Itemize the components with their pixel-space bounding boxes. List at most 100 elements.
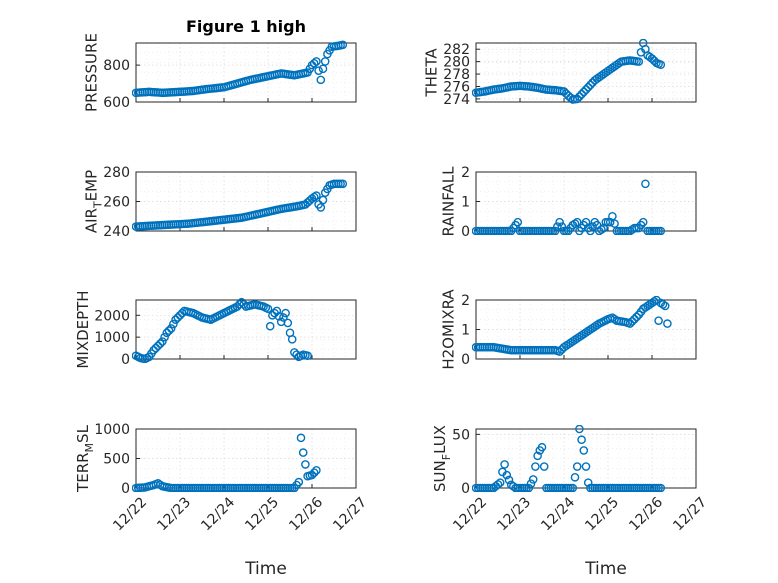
subplot-7: 0 500 1000 12/22 12/23 12/24 12/25 12/26 12/27 Ti… [74,422,370,579]
data-point-interp [160,332,169,342]
data-point [555,347,564,356]
data-point [287,335,297,344]
data-point [513,217,523,227]
y-tick-label: 500 [103,452,130,468]
data-point-interp [309,468,319,477]
data-point [625,319,635,328]
data-point-interp [309,192,319,202]
y-axis-label: RAINFALL [440,166,458,237]
data-point [495,478,505,487]
data-point-interp [155,339,165,349]
y-axis-label: THETA [423,48,441,98]
data-point [338,40,348,50]
axes-border [475,428,697,489]
axes-border [475,42,697,103]
y-tick-label: 280 [443,55,470,71]
data-point-interp [173,313,183,322]
data-point [660,301,670,311]
y-axis-label: H2OMIXRA [440,289,458,370]
y-tick-label: 800 [103,58,130,74]
data-point [162,328,172,338]
y-tick-label: 1000 [94,422,130,438]
data-point [647,54,657,63]
data-point [237,297,246,307]
data-point [537,442,547,452]
x-tick-label: 12/26 [626,494,666,534]
y-tick-label: 50 [452,427,470,443]
data-point-interp [526,479,536,489]
y-tick-label: 282 [443,42,470,58]
axes-border [135,42,357,103]
y-tick-label: 1000 [94,330,130,346]
y-axis-label: SUNFLUX [431,425,453,492]
data-point [583,478,593,487]
data-point [577,435,586,445]
y-tick-label: 0 [121,352,130,368]
x-tick-label: 12/26 [286,494,326,534]
data-point-interp [274,312,284,321]
data-point [175,310,185,320]
data-point [312,57,321,66]
data-point [263,304,273,314]
data-point [281,308,290,318]
data-point-interp [658,300,668,309]
y-tick-label: 2000 [94,308,130,324]
data-series [472,179,666,235]
data-point-interp [586,80,595,90]
y-tick-label: 2 [461,293,470,309]
data-point-interp [570,472,580,482]
x-tick-label: 12/24 [538,494,578,534]
data-series [132,40,348,98]
x-tick-label: 12/23 [494,494,534,534]
y-axis-label: MIXDEPTH [74,290,92,368]
x-tick-label: 12/25 [242,494,282,534]
y-axis-label: TERRMSL [74,424,96,493]
y-tick-label: 260 [103,195,130,211]
x-tick-label: 12/27 [330,494,370,534]
data-point-interp [504,475,514,485]
data-point [656,226,666,235]
subplot-8: 0 50 12/22 12/23 12/24 12/25 12/26 12/27 Time SUN… [431,425,710,579]
data-point [555,217,564,227]
y-tick-label: 278 [443,67,470,83]
data-point [586,226,595,235]
data-point-interp [493,480,503,489]
data-series [132,297,312,363]
data-point [294,477,304,487]
y-tick-label: 0 [461,224,470,240]
data-point-interp [151,343,161,353]
x-tick-label: 12/22 [450,494,490,534]
data-point [572,462,582,471]
y-axis-label: AIRTEMP [83,170,105,233]
data-point-interp [169,319,178,329]
data-point [528,475,538,484]
data-point-interp [553,222,562,231]
data-point-interp [320,57,330,66]
data-point [656,483,666,492]
y-axis-label: PRESSURE [83,33,101,112]
data-point [171,315,180,324]
data-point [581,462,591,471]
data-point [524,483,534,492]
x-tick-label: 12/25 [582,494,622,534]
data-point [559,87,569,96]
data-point [153,341,163,351]
y-tick-label: 280 [103,165,130,181]
y-tick-label: 1 [461,323,470,339]
data-point [272,306,282,316]
data-point-interp [164,326,174,335]
data-point [579,446,589,455]
data-point [572,94,582,104]
data-point [307,470,317,480]
y-tick-label: 240 [103,224,130,240]
data-point [158,337,167,346]
data-point-interp [588,222,597,231]
data-series [132,433,321,492]
y-tick-label: 274 [443,92,470,108]
